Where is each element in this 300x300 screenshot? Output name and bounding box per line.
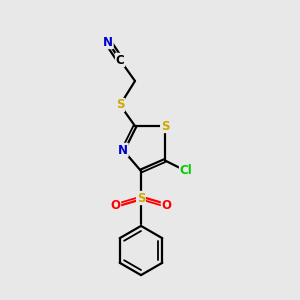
Text: C: C xyxy=(116,53,124,67)
Text: Cl: Cl xyxy=(180,164,192,178)
Text: O: O xyxy=(110,199,121,212)
Text: S: S xyxy=(116,98,124,112)
Text: N: N xyxy=(118,143,128,157)
Text: S: S xyxy=(161,119,169,133)
Text: N: N xyxy=(103,35,113,49)
Text: O: O xyxy=(161,199,172,212)
Text: S: S xyxy=(137,191,145,205)
